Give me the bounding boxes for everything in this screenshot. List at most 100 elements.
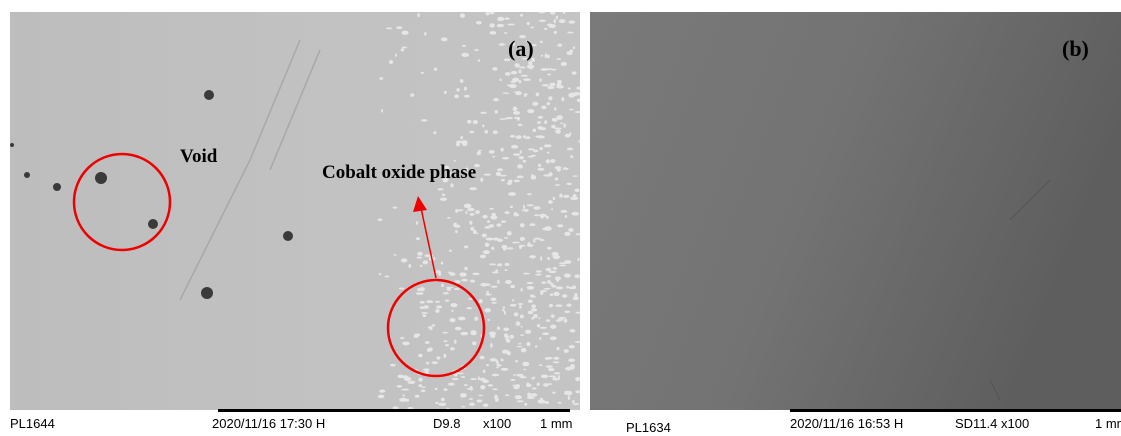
speckle: [522, 361, 530, 367]
speckle: [574, 110, 580, 114]
speckle: [440, 37, 448, 42]
speckle: [539, 337, 542, 340]
speckle: [464, 170, 468, 175]
speckle: [518, 66, 526, 69]
speckle: [558, 264, 567, 267]
speckle: [555, 319, 562, 322]
speckle: [492, 388, 498, 391]
speckle: [566, 167, 569, 170]
speckle: [524, 402, 528, 406]
speckle: [433, 67, 438, 71]
speckle: [509, 303, 517, 307]
speckle: [544, 53, 548, 58]
speckle: [548, 367, 555, 372]
speckle: [526, 396, 535, 400]
speckle: [402, 375, 409, 380]
speckle: [516, 175, 524, 179]
speckle: [547, 85, 554, 90]
speckle: [527, 392, 532, 397]
speckle: [494, 110, 498, 114]
speckle: [478, 394, 484, 397]
speckle: [450, 183, 454, 188]
speckle: [563, 349, 569, 353]
speckle: [556, 85, 564, 89]
speckle: [378, 273, 382, 276]
speckle: [572, 399, 575, 404]
speckle: [526, 285, 535, 290]
magnification: x100: [483, 416, 511, 431]
speckle: [504, 262, 510, 267]
speckle: [571, 211, 580, 216]
speckle: [402, 394, 405, 397]
speckle: [542, 227, 550, 231]
speckle: [566, 147, 574, 151]
speckle: [539, 78, 542, 83]
speckle: [530, 393, 538, 397]
speckle: [563, 273, 571, 278]
speckle: [557, 401, 562, 404]
speckle: [470, 330, 477, 334]
speckle: [571, 71, 577, 75]
speckle: [471, 341, 477, 346]
speckle: [445, 286, 454, 289]
speckle: [443, 353, 447, 358]
speckle: [485, 293, 492, 296]
speckle: [531, 308, 538, 312]
speckle: [459, 272, 467, 277]
speckle: [502, 92, 510, 95]
speckle: [451, 377, 459, 381]
panel-label: (b): [1062, 36, 1089, 61]
speckle: [575, 233, 580, 236]
speckle: [477, 376, 480, 381]
speckle: [537, 126, 543, 130]
speckle: [420, 71, 425, 74]
speckle: [564, 133, 571, 138]
speckle: [550, 12, 556, 15]
speckle: [461, 52, 470, 58]
speckle: [459, 393, 467, 398]
speckle: [523, 368, 526, 371]
speckle: [528, 61, 533, 65]
speckle: [572, 175, 578, 177]
speckle: [546, 281, 552, 284]
oxide-circle: [386, 278, 486, 378]
speckle: [578, 140, 580, 143]
speckle: [424, 32, 427, 36]
speckle: [515, 135, 522, 139]
speckle: [552, 267, 558, 270]
annotation: Void: [180, 146, 218, 167]
speckle: [527, 310, 534, 315]
speckle: [572, 193, 577, 199]
speckle: [421, 119, 428, 122]
speckle: [556, 346, 560, 351]
speckle: [519, 223, 525, 228]
speckle: [535, 135, 544, 138]
speckle: [520, 74, 529, 77]
speckle: [551, 284, 557, 288]
speckle: [553, 291, 560, 297]
speckle: [454, 326, 462, 331]
speckle: [554, 177, 559, 181]
speckle: [449, 317, 456, 323]
speckle: [551, 68, 557, 71]
speckle: [535, 270, 542, 273]
speckle: [519, 244, 526, 247]
speckle: [554, 184, 561, 186]
speckle: [523, 78, 531, 82]
speckle: [510, 284, 515, 289]
speckle: [545, 319, 551, 323]
speckle: [498, 43, 506, 46]
speckle: [438, 271, 442, 276]
speckle: [435, 300, 441, 303]
speckle: [503, 327, 510, 332]
speckle: [480, 111, 487, 115]
speckle: [532, 376, 536, 379]
speckle: [487, 384, 494, 387]
speckle: [420, 389, 426, 393]
speckle: [470, 226, 475, 231]
speckle: [562, 12, 566, 14]
speckle: [534, 345, 538, 348]
speckle: [539, 213, 547, 218]
speckle: [417, 12, 420, 18]
